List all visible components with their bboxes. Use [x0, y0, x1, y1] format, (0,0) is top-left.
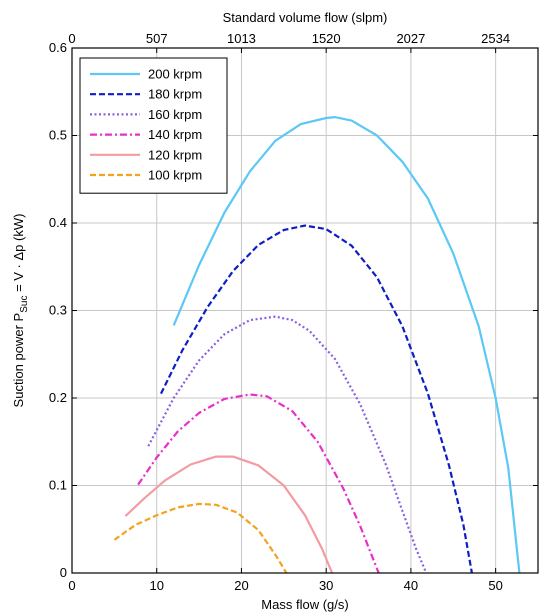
x2-tick-label: 0 — [68, 31, 75, 46]
legend-label: 160 krpm — [148, 107, 202, 122]
y-axis-label: Suction power PSuc = V · Δp (kW) — [11, 214, 30, 408]
x-tick-label: 10 — [149, 578, 163, 593]
y-axis-label-subscript: Suc — [19, 296, 30, 313]
legend-label: 180 krpm — [148, 87, 202, 102]
y-tick-label: 0.1 — [49, 478, 67, 493]
legend-label: 120 krpm — [148, 147, 202, 162]
y-tick-label: 0.3 — [49, 303, 67, 318]
y-axis-label-rest: = V · Δp (kW) — [11, 214, 26, 296]
series-line-120-krpm — [124, 455, 334, 574]
series-line-160-krpm — [147, 315, 428, 574]
x2-axis-label: Standard volume flow (slpm) — [223, 10, 388, 25]
y-tick-label: 0.5 — [49, 128, 67, 143]
x2-tick-label: 2534 — [481, 31, 510, 46]
series-line-140-krpm — [137, 393, 380, 574]
series-line-180-krpm — [160, 224, 473, 574]
tick-labels: 0 10 20 30 40 50 0 507 1013 1520 2027 2534 0 0.1 0.2 0.… — [49, 31, 510, 593]
series-line-100-krpm — [113, 502, 288, 574]
legend-box — [79, 57, 228, 194]
legend-label: 100 krpm — [148, 168, 202, 183]
x2-tick-label: 1013 — [227, 31, 256, 46]
x-tick-label: 50 — [488, 578, 502, 593]
y-tick-label: 0.6 — [49, 40, 67, 55]
y-tick-label: 0.4 — [49, 215, 67, 230]
legend: 200 krpm 180 krpm 160 krpm 140 krpm 120 krpm… — [79, 57, 228, 194]
x2-tick-label: 2027 — [396, 31, 425, 46]
y-tick-label: 0.2 — [49, 390, 67, 405]
x2-tick-label: 507 — [146, 31, 168, 46]
y-tick-label: 0 — [60, 565, 67, 580]
series-lines — [113, 115, 521, 574]
x2-tick-label: 1520 — [312, 31, 341, 46]
x-tick-label: 20 — [234, 578, 248, 593]
axes — [71, 47, 539, 574]
x-axis-label: Mass flow (g/s) — [261, 597, 348, 612]
legend-label: 200 krpm — [148, 67, 202, 82]
legend-label: 140 krpm — [148, 127, 202, 142]
x-tick-label: 40 — [404, 578, 418, 593]
grid-lines — [72, 48, 538, 573]
y-axis-label-main: Suction power P — [11, 313, 26, 408]
x-tick-label: 0 — [68, 578, 75, 593]
x-tick-label: 30 — [319, 578, 333, 593]
series-line-200-krpm — [172, 115, 521, 574]
svg-text:Suction power PSuc = V · Δp (k: Suction power PSuc = V · Δp (kW) — [11, 214, 30, 408]
